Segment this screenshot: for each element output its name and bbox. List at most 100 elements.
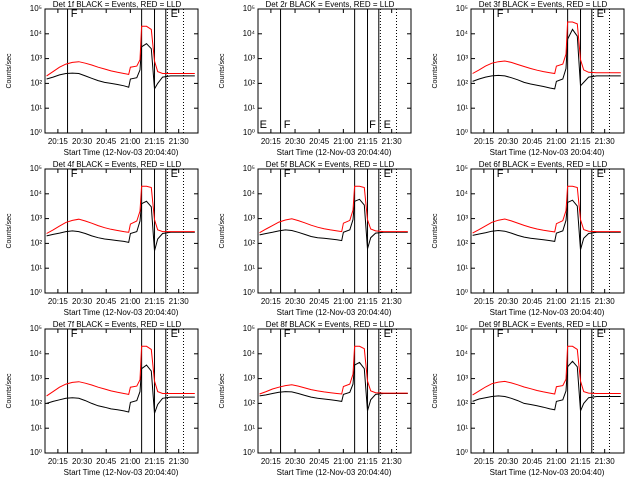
x-tick-label: 20:45: [96, 457, 117, 466]
x-tick-label: 21:15: [571, 297, 592, 306]
y-tick-label: 10³: [243, 374, 255, 383]
y-tick-label: 10²: [456, 239, 468, 248]
x-tick-label: 20:45: [309, 457, 330, 466]
y-tick-label: 10²: [243, 399, 255, 408]
x-tick-label: 20:45: [96, 137, 117, 146]
plot-frame: [470, 168, 625, 294]
y-tick-label: 10⁵: [456, 164, 468, 173]
annotation: F: [284, 168, 291, 180]
chart-title: Det 9f BLACK = Events, RED = LLD: [479, 320, 608, 329]
annotation: F: [497, 8, 504, 20]
annotation: E: [171, 168, 178, 180]
y-tick-label: 10⁰: [456, 448, 468, 457]
x-tick-label: 20:45: [96, 297, 117, 306]
y-axis-label: Counts/sec: [219, 53, 226, 89]
y-tick-label: 10⁴: [456, 349, 469, 358]
y-tick-label: 10²: [456, 79, 468, 88]
annotation: E: [384, 168, 391, 180]
y-tick-label: 10²: [30, 79, 42, 88]
series-line: [46, 200, 195, 252]
y-tick-label: 10⁵: [30, 164, 42, 173]
y-tick-label: 10¹: [30, 263, 42, 272]
x-tick-label: 21:15: [358, 137, 379, 146]
series-line: [46, 25, 195, 77]
x-tick-label: 21:00: [546, 297, 567, 306]
series-line: [46, 185, 195, 234]
x-tick-label: 20:45: [522, 297, 543, 306]
y-tick-label: 10³: [243, 214, 255, 223]
annotation: F: [369, 119, 376, 131]
x-tick-label: 21:15: [571, 457, 592, 466]
y-tick-label: 10⁵: [243, 164, 255, 173]
plot-frame: [44, 328, 199, 454]
y-axis-label: Counts/sec: [6, 213, 13, 249]
y-tick-label: 10⁴: [30, 189, 43, 198]
chart-title: Det 6f BLACK = Events, RED = LLD: [479, 160, 608, 169]
x-tick-label: 21:30: [169, 297, 190, 306]
y-axis-label: Counts/sec: [432, 213, 439, 249]
x-axis-label: Start Time (12-Nov-03 20:04:40): [277, 308, 392, 317]
series-line: [472, 28, 621, 90]
annotation: E: [597, 8, 604, 20]
y-tick-label: 10⁰: [456, 128, 468, 137]
x-tick-label: 21:15: [358, 457, 379, 466]
annotation: F: [497, 328, 504, 340]
chart-title: Det 8f BLACK = Events, RED = LLD: [266, 320, 395, 329]
y-tick-label: 10⁰: [456, 288, 468, 297]
x-tick-label: 21:30: [382, 137, 403, 146]
plot-frame: [257, 8, 412, 134]
y-tick-label: 10⁴: [456, 29, 469, 38]
annotation: E: [597, 168, 604, 180]
x-tick-label: 20:15: [48, 137, 69, 146]
y-tick-label: 10⁴: [243, 189, 256, 198]
y-tick-label: 10⁴: [30, 349, 43, 358]
x-tick-label: 20:30: [498, 137, 519, 146]
y-tick-label: 10³: [456, 214, 468, 223]
x-axis-label: Start Time (12-Nov-03 20:04:40): [64, 148, 179, 157]
series-line: [46, 345, 195, 397]
x-tick-label: 20:45: [522, 137, 543, 146]
y-axis-label: Counts/sec: [219, 373, 226, 409]
y-tick-label: 10³: [30, 374, 42, 383]
y-tick-label: 10⁵: [243, 324, 255, 333]
series-line: [472, 345, 621, 396]
x-tick-label: 21:00: [120, 457, 141, 466]
chart-title: Det 7f BLACK = Events, RED = LLD: [53, 320, 182, 329]
y-tick-label: 10³: [30, 54, 42, 63]
y-tick-label: 10³: [456, 54, 468, 63]
x-tick-label: 20:30: [72, 297, 93, 306]
annotation: F: [71, 168, 78, 180]
y-axis-label: Counts/sec: [432, 373, 439, 409]
y-tick-label: 10¹: [30, 103, 42, 112]
chart-title: Det 5f BLACK = Events, RED = LLD: [266, 160, 395, 169]
series-line: [472, 185, 621, 234]
y-tick-label: 10¹: [243, 103, 255, 112]
x-tick-label: 21:30: [595, 297, 616, 306]
y-tick-label: 10⁴: [30, 29, 43, 38]
annotation: F: [71, 328, 78, 340]
y-tick-label: 10⁰: [243, 288, 255, 297]
chart-title: Det 2r BLACK = Events, RED = LLD: [266, 0, 395, 9]
annotation: F: [284, 328, 291, 340]
x-tick-label: 20:15: [474, 297, 495, 306]
y-tick-label: 10⁴: [456, 189, 469, 198]
x-axis-label: Start Time (12-Nov-03 20:04:40): [490, 308, 605, 317]
y-tick-label: 10⁵: [30, 324, 42, 333]
x-axis-label: Start Time (12-Nov-03 20:04:40): [64, 468, 179, 477]
y-tick-label: 10³: [243, 54, 255, 63]
x-axis-label: Start Time (12-Nov-03 20:04:40): [277, 148, 392, 157]
y-tick-label: 10⁰: [30, 128, 42, 137]
series-line: [259, 185, 408, 234]
y-axis-label: Counts/sec: [6, 373, 13, 409]
x-tick-label: 21:00: [546, 137, 567, 146]
x-tick-label: 20:30: [285, 297, 306, 306]
y-tick-label: 10¹: [243, 263, 255, 272]
x-tick-label: 21:30: [382, 457, 403, 466]
y-tick-label: 10⁴: [243, 349, 256, 358]
y-tick-label: 10³: [30, 214, 42, 223]
y-tick-label: 10⁵: [243, 4, 255, 13]
y-tick-label: 10²: [30, 399, 42, 408]
annotation: E: [597, 328, 604, 340]
x-tick-label: 21:15: [571, 137, 592, 146]
